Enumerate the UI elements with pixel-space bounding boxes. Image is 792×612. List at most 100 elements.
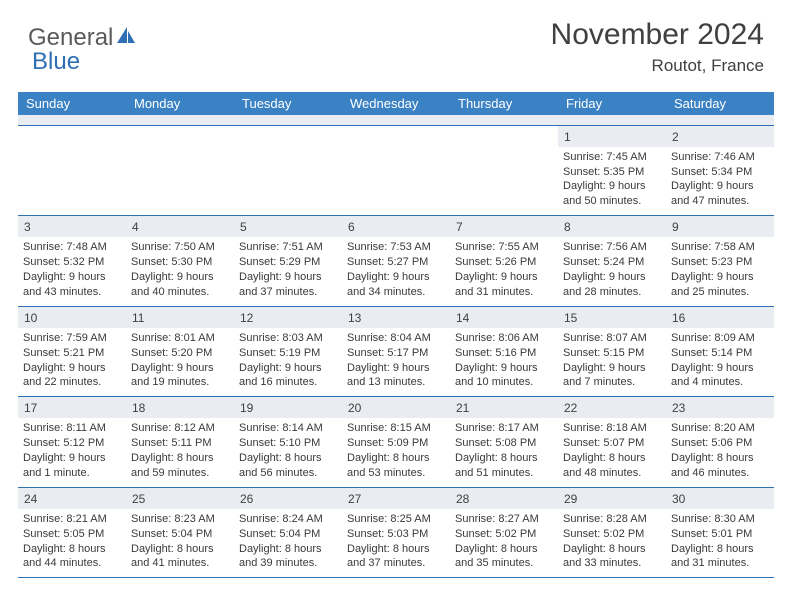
- daylight-text: Daylight: 8 hours and 44 minutes.: [23, 542, 121, 572]
- calendar-body: 1Sunrise: 7:45 AMSunset: 5:35 PMDaylight…: [18, 125, 774, 578]
- daylight-text: Daylight: 9 hours and 16 minutes.: [239, 361, 337, 391]
- day-number: 20: [342, 397, 450, 418]
- sunrise-text: Sunrise: 8:21 AM: [23, 512, 121, 527]
- day-cell: 28Sunrise: 8:27 AMSunset: 5:02 PMDayligh…: [450, 487, 558, 578]
- day-text: Sunrise: 8:04 AMSunset: 5:17 PMDaylight:…: [342, 328, 450, 396]
- spacer-row: [18, 115, 774, 125]
- day-number: 16: [666, 307, 774, 328]
- day-number: 29: [558, 488, 666, 509]
- sunset-text: Sunset: 5:17 PM: [347, 346, 445, 361]
- sunrise-text: Sunrise: 8:12 AM: [131, 421, 229, 436]
- day-header: Saturday: [666, 92, 774, 115]
- sunset-text: Sunset: 5:04 PM: [131, 527, 229, 542]
- title-block: November 2024 Routot, France: [551, 18, 764, 76]
- week-row: 17Sunrise: 8:11 AMSunset: 5:12 PMDayligh…: [18, 397, 774, 488]
- day-text: Sunrise: 8:01 AMSunset: 5:20 PMDaylight:…: [126, 328, 234, 396]
- sunrise-text: Sunrise: 7:58 AM: [671, 240, 769, 255]
- logo: General: [28, 18, 137, 52]
- sunset-text: Sunset: 5:32 PM: [23, 255, 121, 270]
- day-number: 15: [558, 307, 666, 328]
- day-number: 2: [666, 126, 774, 147]
- daylight-text: Daylight: 9 hours and 19 minutes.: [131, 361, 229, 391]
- sunset-text: Sunset: 5:15 PM: [563, 346, 661, 361]
- day-cell: 5Sunrise: 7:51 AMSunset: 5:29 PMDaylight…: [234, 216, 342, 307]
- day-text: Sunrise: 7:45 AMSunset: 5:35 PMDaylight:…: [558, 147, 666, 215]
- sunset-text: Sunset: 5:21 PM: [23, 346, 121, 361]
- daylight-text: Daylight: 8 hours and 48 minutes.: [563, 451, 661, 481]
- sunrise-text: Sunrise: 8:04 AM: [347, 331, 445, 346]
- day-cell: 19Sunrise: 8:14 AMSunset: 5:10 PMDayligh…: [234, 397, 342, 488]
- sunrise-text: Sunrise: 8:07 AM: [563, 331, 661, 346]
- day-text: Sunrise: 8:12 AMSunset: 5:11 PMDaylight:…: [126, 418, 234, 486]
- sunset-text: Sunset: 5:01 PM: [671, 527, 769, 542]
- sunset-text: Sunset: 5:16 PM: [455, 346, 553, 361]
- sunrise-text: Sunrise: 7:53 AM: [347, 240, 445, 255]
- day-text: Sunrise: 7:59 AMSunset: 5:21 PMDaylight:…: [18, 328, 126, 396]
- day-text: Sunrise: 8:24 AMSunset: 5:04 PMDaylight:…: [234, 509, 342, 577]
- day-number: 19: [234, 397, 342, 418]
- day-cell: 6Sunrise: 7:53 AMSunset: 5:27 PMDaylight…: [342, 216, 450, 307]
- day-text: Sunrise: 7:50 AMSunset: 5:30 PMDaylight:…: [126, 237, 234, 305]
- daylight-text: Daylight: 9 hours and 1 minute.: [23, 451, 121, 481]
- day-cell: 8Sunrise: 7:56 AMSunset: 5:24 PMDaylight…: [558, 216, 666, 307]
- sunrise-text: Sunrise: 8:23 AM: [131, 512, 229, 527]
- sunset-text: Sunset: 5:30 PM: [131, 255, 229, 270]
- day-text: Sunrise: 7:48 AMSunset: 5:32 PMDaylight:…: [18, 237, 126, 305]
- day-cell: 13Sunrise: 8:04 AMSunset: 5:17 PMDayligh…: [342, 306, 450, 397]
- sunset-text: Sunset: 5:11 PM: [131, 436, 229, 451]
- day-header: Friday: [558, 92, 666, 115]
- sunrise-text: Sunrise: 7:50 AM: [131, 240, 229, 255]
- sunrise-text: Sunrise: 7:51 AM: [239, 240, 337, 255]
- daylight-text: Daylight: 9 hours and 43 minutes.: [23, 270, 121, 300]
- day-cell: 10Sunrise: 7:59 AMSunset: 5:21 PMDayligh…: [18, 306, 126, 397]
- sunrise-text: Sunrise: 8:14 AM: [239, 421, 337, 436]
- daylight-text: Daylight: 8 hours and 35 minutes.: [455, 542, 553, 572]
- sunset-text: Sunset: 5:06 PM: [671, 436, 769, 451]
- sunset-text: Sunset: 5:14 PM: [671, 346, 769, 361]
- daylight-text: Daylight: 8 hours and 56 minutes.: [239, 451, 337, 481]
- day-cell: 27Sunrise: 8:25 AMSunset: 5:03 PMDayligh…: [342, 487, 450, 578]
- week-row: 3Sunrise: 7:48 AMSunset: 5:32 PMDaylight…: [18, 216, 774, 307]
- day-number: 21: [450, 397, 558, 418]
- day-text: Sunrise: 8:27 AMSunset: 5:02 PMDaylight:…: [450, 509, 558, 577]
- day-number: 4: [126, 216, 234, 237]
- day-text: Sunrise: 7:56 AMSunset: 5:24 PMDaylight:…: [558, 237, 666, 305]
- sunrise-text: Sunrise: 8:09 AM: [671, 331, 769, 346]
- sunset-text: Sunset: 5:35 PM: [563, 165, 661, 180]
- day-text: Sunrise: 8:03 AMSunset: 5:19 PMDaylight:…: [234, 328, 342, 396]
- day-cell: 11Sunrise: 8:01 AMSunset: 5:20 PMDayligh…: [126, 306, 234, 397]
- day-cell: [450, 125, 558, 216]
- sunrise-text: Sunrise: 7:45 AM: [563, 150, 661, 165]
- week-row: 24Sunrise: 8:21 AMSunset: 5:05 PMDayligh…: [18, 487, 774, 578]
- sunset-text: Sunset: 5:05 PM: [23, 527, 121, 542]
- day-cell: [234, 125, 342, 216]
- sunset-text: Sunset: 5:29 PM: [239, 255, 337, 270]
- daylight-text: Daylight: 8 hours and 39 minutes.: [239, 542, 337, 572]
- sunrise-text: Sunrise: 8:01 AM: [131, 331, 229, 346]
- daylight-text: Daylight: 8 hours and 46 minutes.: [671, 451, 769, 481]
- daylight-text: Daylight: 9 hours and 10 minutes.: [455, 361, 553, 391]
- day-text: Sunrise: 8:28 AMSunset: 5:02 PMDaylight:…: [558, 509, 666, 577]
- daylight-text: Daylight: 9 hours and 28 minutes.: [563, 270, 661, 300]
- sunset-text: Sunset: 5:34 PM: [671, 165, 769, 180]
- day-cell: 12Sunrise: 8:03 AMSunset: 5:19 PMDayligh…: [234, 306, 342, 397]
- daylight-text: Daylight: 8 hours and 51 minutes.: [455, 451, 553, 481]
- day-number: 26: [234, 488, 342, 509]
- day-text: Sunrise: 8:06 AMSunset: 5:16 PMDaylight:…: [450, 328, 558, 396]
- day-cell: [342, 125, 450, 216]
- location: Routot, France: [551, 56, 764, 76]
- day-cell: 7Sunrise: 7:55 AMSunset: 5:26 PMDaylight…: [450, 216, 558, 307]
- day-number: 5: [234, 216, 342, 237]
- daylight-text: Daylight: 9 hours and 47 minutes.: [671, 179, 769, 209]
- sunset-text: Sunset: 5:08 PM: [455, 436, 553, 451]
- day-number: 24: [18, 488, 126, 509]
- day-cell: 26Sunrise: 8:24 AMSunset: 5:04 PMDayligh…: [234, 487, 342, 578]
- header: General November 2024 Routot, France: [0, 0, 792, 84]
- sail-icon: [115, 24, 137, 52]
- day-text: Sunrise: 8:23 AMSunset: 5:04 PMDaylight:…: [126, 509, 234, 577]
- day-cell: 1Sunrise: 7:45 AMSunset: 5:35 PMDaylight…: [558, 125, 666, 216]
- sunset-text: Sunset: 5:03 PM: [347, 527, 445, 542]
- sunrise-text: Sunrise: 8:20 AM: [671, 421, 769, 436]
- sunset-text: Sunset: 5:02 PM: [563, 527, 661, 542]
- day-header-row: Sunday Monday Tuesday Wednesday Thursday…: [18, 92, 774, 115]
